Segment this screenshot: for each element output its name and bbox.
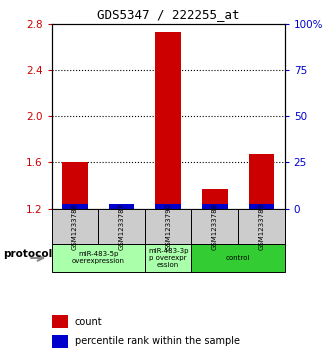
Text: GSM1233787: GSM1233787 xyxy=(119,203,125,250)
Text: miR-483-5p
overexpression: miR-483-5p overexpression xyxy=(72,252,125,265)
Title: GDS5347 / 222255_at: GDS5347 / 222255_at xyxy=(97,8,239,21)
Bar xyxy=(109,204,134,209)
Bar xyxy=(52,335,68,348)
Bar xyxy=(98,209,145,244)
Text: GSM1233786: GSM1233786 xyxy=(72,203,78,250)
Bar xyxy=(62,162,88,209)
Bar xyxy=(109,207,134,209)
Text: control: control xyxy=(226,255,250,261)
Bar xyxy=(52,315,68,328)
Bar xyxy=(238,209,285,244)
Bar xyxy=(52,244,145,272)
Bar xyxy=(191,209,238,244)
Bar xyxy=(62,204,88,209)
Bar xyxy=(191,244,285,272)
Text: GSM1233788: GSM1233788 xyxy=(212,203,218,250)
Bar xyxy=(52,209,98,244)
Bar xyxy=(248,204,274,209)
Text: miR-483-3p
p overexpr
ession: miR-483-3p p overexpr ession xyxy=(148,248,188,268)
Text: percentile rank within the sample: percentile rank within the sample xyxy=(75,336,240,346)
Bar xyxy=(155,32,181,209)
Bar xyxy=(248,154,274,209)
Bar xyxy=(202,204,227,209)
Text: count: count xyxy=(75,317,103,327)
Text: GSM1233790: GSM1233790 xyxy=(165,203,171,250)
Bar xyxy=(145,244,191,272)
Text: protocol: protocol xyxy=(3,249,53,259)
Text: GSM1233789: GSM1233789 xyxy=(258,203,264,250)
Bar xyxy=(202,189,227,209)
Bar xyxy=(145,209,191,244)
Bar xyxy=(155,204,181,209)
